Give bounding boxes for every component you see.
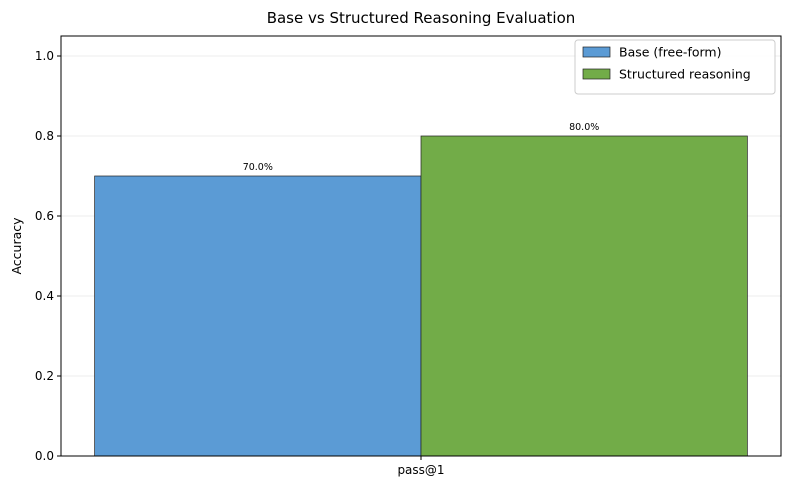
- legend: Base (free-form) Structured reasoning: [574, 39, 776, 95]
- bar-value-label: 80.0%: [569, 122, 599, 133]
- y-tick-label: 0.4: [35, 289, 54, 303]
- legend-swatch: [582, 46, 611, 58]
- legend-label: Base (free-form): [619, 45, 721, 60]
- legend-swatch: [582, 68, 611, 80]
- y-tick-label: 0.6: [35, 209, 54, 223]
- y-tick-label: 0.0: [35, 449, 54, 463]
- bar-1-0: [420, 135, 748, 457]
- bar-value-label: 70.0%: [243, 162, 273, 173]
- bar-labels: 70.0% 80.0%: [243, 122, 600, 173]
- y-tick-label: 0.8: [35, 129, 54, 143]
- bar-0-0: [94, 175, 422, 457]
- y-axis: 0.0 0.2 0.4 0.6 0.8 1.0: [35, 49, 61, 463]
- x-axis: pass@1: [397, 456, 445, 477]
- y-axis-label: Accuracy: [9, 217, 24, 275]
- legend-label: Structured reasoning: [619, 67, 751, 82]
- chart-title: Base vs Structured Reasoning Evaluation: [267, 9, 576, 27]
- y-tick-label: 0.2: [35, 369, 54, 383]
- bars: [94, 135, 748, 457]
- legend-box: [574, 39, 776, 95]
- y-tick-label: 1.0: [35, 49, 54, 63]
- x-tick-label: pass@1: [397, 463, 444, 477]
